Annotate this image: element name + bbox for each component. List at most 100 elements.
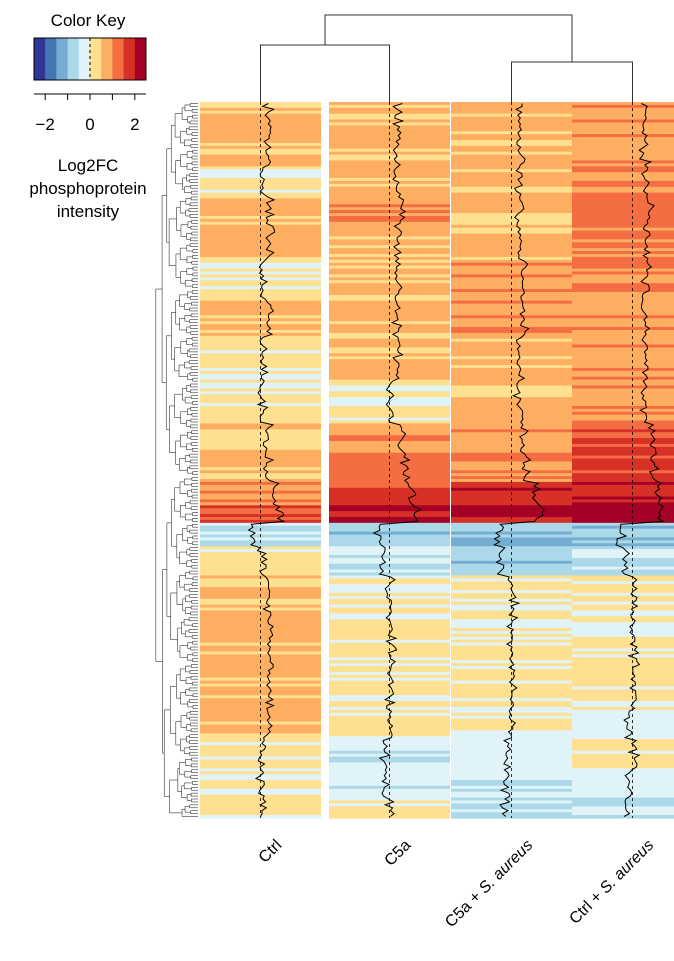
heatmap-cell	[329, 771, 450, 775]
heatmap-cell	[329, 151, 450, 156]
heatmap-cell	[451, 584, 572, 588]
heatmap-cell	[451, 344, 572, 349]
heatmap-cell	[329, 800, 450, 804]
heatmap-cell	[451, 543, 572, 547]
heatmap-cell	[200, 297, 321, 302]
heatmap-cell	[572, 736, 674, 740]
heatmap-cell	[200, 177, 321, 182]
heatmap-cell	[200, 248, 321, 252]
heatmap-cell	[572, 207, 674, 211]
trace-line	[372, 103, 423, 817]
heatmap-cell	[572, 353, 674, 357]
color-key-frame	[33, 37, 147, 81]
heatmap-cell	[329, 411, 450, 416]
heatmap-cell	[572, 218, 674, 223]
heatmap-cell	[451, 481, 572, 486]
heatmap-cell	[329, 715, 450, 720]
heatmap-cell	[572, 183, 674, 188]
heatmap-cell	[572, 169, 674, 173]
heatmap-cell	[200, 554, 321, 559]
heatmap-cell	[329, 476, 450, 480]
heatmap-cell	[329, 286, 450, 290]
heatmap-cell	[572, 435, 674, 439]
heatmap-cell	[200, 116, 321, 121]
heatmap-cell	[200, 470, 321, 474]
heatmap-cell	[572, 803, 674, 807]
heatmap-cell	[200, 139, 321, 144]
column-label-italic: S. aureus	[597, 837, 657, 897]
heatmap-cell	[451, 554, 572, 559]
heatmap-cell	[572, 394, 674, 398]
heatmap-cell	[451, 686, 572, 691]
heatmap-cell	[200, 499, 321, 503]
heatmap-cell	[572, 785, 674, 790]
heatmap-cell	[572, 595, 674, 600]
heatmap-cell	[572, 648, 674, 653]
heatmap-cell	[200, 458, 321, 463]
heatmap-cell	[572, 373, 674, 378]
heatmap-cell	[200, 692, 321, 696]
heatmap-cell	[200, 560, 321, 565]
heatmap-cell	[200, 777, 321, 781]
heatmap-cell	[200, 218, 321, 223]
heatmap-cell	[451, 709, 572, 714]
heatmap-cell	[200, 373, 321, 378]
heatmap-cell	[329, 622, 450, 626]
heatmap-cell	[329, 224, 450, 229]
heatmap-cell	[572, 432, 674, 436]
heatmap-cell	[572, 403, 674, 407]
heatmap-cell	[451, 753, 572, 758]
heatmap-cell	[572, 613, 674, 617]
heatmap-cell	[572, 496, 674, 501]
heatmap-cell	[572, 774, 674, 778]
heatmap-cell	[329, 525, 450, 530]
heatmap-cell	[329, 315, 450, 319]
heatmap-cell	[329, 806, 450, 810]
heatmap-cell	[200, 709, 321, 714]
heatmap-cell	[572, 715, 674, 720]
heatmap-cell	[200, 315, 321, 319]
heatmap-cell	[329, 733, 450, 737]
heatmap-cell	[451, 441, 572, 445]
heatmap-cell	[329, 236, 450, 240]
heatmap-cell	[451, 607, 572, 612]
heatmap-cell	[572, 554, 674, 559]
heatmap-cell	[200, 429, 321, 433]
heatmap-cell	[329, 698, 450, 702]
heatmap-cell	[200, 286, 321, 290]
heatmap-cell	[200, 350, 321, 354]
heatmap-cell	[572, 657, 674, 661]
heatmap-cell	[200, 800, 321, 804]
heatmap-cell	[572, 426, 674, 430]
heatmap-cell	[451, 338, 572, 343]
heatmap-cell	[200, 367, 321, 372]
heatmap-cell	[329, 487, 450, 492]
heatmap-cell	[451, 218, 572, 223]
heatmap-cell	[572, 119, 674, 124]
heatmap-cell	[200, 601, 321, 606]
heatmap-cell	[329, 356, 450, 360]
heatmap-cell	[329, 350, 450, 354]
heatmap-cell	[329, 663, 450, 667]
column-label-italic: S. aureus	[476, 837, 536, 897]
heatmap-cell	[329, 508, 450, 512]
heatmap-cell	[329, 321, 450, 325]
heatmap-cell	[200, 487, 321, 492]
heatmap-cell	[200, 309, 321, 314]
heatmap-cell	[572, 668, 674, 673]
heatmap-cell	[329, 157, 450, 162]
heatmap-cell	[572, 344, 674, 349]
heatmap-cell	[572, 473, 674, 477]
heatmap-cell	[572, 327, 674, 331]
heatmap-cell	[572, 312, 674, 316]
heatmap-cell	[572, 671, 674, 676]
heatmap-cell	[451, 613, 572, 617]
heatmap-cell	[451, 680, 572, 685]
color-key-swatch	[45, 38, 57, 80]
color-key-swatch	[78, 38, 91, 80]
heatmap-cell	[572, 382, 674, 387]
heatmap-cell	[572, 794, 674, 799]
heatmap-cell	[572, 455, 674, 460]
heatmap-cell	[451, 373, 572, 378]
heatmap-cell	[451, 566, 572, 571]
